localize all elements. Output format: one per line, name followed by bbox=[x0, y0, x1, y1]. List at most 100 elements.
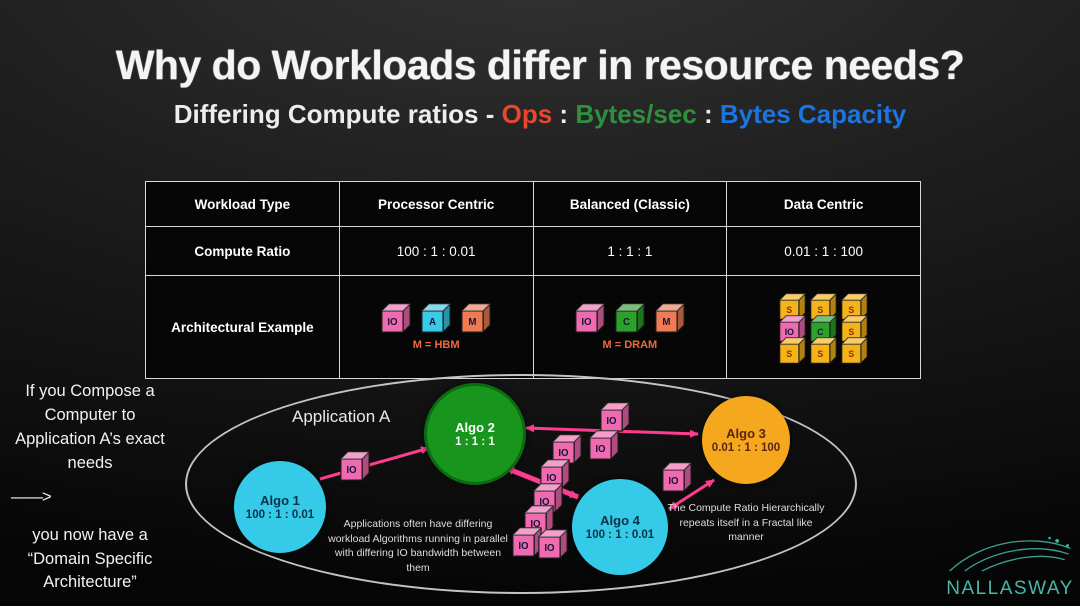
balanced-cubes: IO C M bbox=[536, 303, 725, 333]
io-cube-icon: IO bbox=[779, 314, 806, 342]
algo3-ratio: 0.01 : 1 : 100 bbox=[711, 442, 781, 454]
storage-cube-icon: S bbox=[779, 292, 806, 320]
svg-text:M: M bbox=[662, 317, 670, 328]
compute-cube-icon: C bbox=[810, 314, 837, 342]
svg-text:S: S bbox=[849, 348, 855, 358]
col-header-data-centric: Data Centric bbox=[726, 181, 921, 227]
subtitle-bytes-sec: Bytes/sec bbox=[575, 99, 697, 129]
storage-cube-icon: S bbox=[841, 314, 868, 342]
diagram-note-fractal: The Compute Ratio Hierarchically repeats… bbox=[667, 502, 825, 544]
storage-cube-icon: S bbox=[810, 336, 837, 364]
svg-text:IO: IO bbox=[346, 465, 357, 476]
nallasway-swoosh-icon bbox=[949, 536, 1071, 572]
cube-grid-row: S S S bbox=[779, 336, 868, 364]
memory-cube-icon: M bbox=[461, 303, 491, 333]
algo3-node: Algo 3 0.01 : 1 : 100 bbox=[702, 396, 790, 484]
algo4-ratio: 100 : 1 : 0.01 bbox=[585, 529, 655, 541]
subtitle-prefix: Differing Compute ratios - bbox=[173, 99, 502, 129]
memory-cube-icon: M bbox=[655, 303, 685, 333]
svg-text:S: S bbox=[818, 348, 824, 358]
algo2-ratio: 1 : 1 : 1 bbox=[455, 436, 495, 448]
algo2-name: Algo 2 bbox=[455, 420, 495, 435]
svg-text:C: C bbox=[623, 317, 630, 328]
svg-text:S: S bbox=[849, 326, 855, 336]
svg-text:S: S bbox=[787, 348, 793, 358]
subtitle-ops: Ops bbox=[501, 99, 553, 129]
table-header-row: Workload Type Processor Centric Balanced… bbox=[145, 181, 921, 227]
algo4-node: Algo 4 100 : 1 : 0.01 bbox=[572, 479, 668, 575]
svg-text:IO: IO bbox=[546, 473, 557, 484]
algo1-name: Algo 1 bbox=[260, 493, 300, 508]
algo4-name: Algo 4 bbox=[600, 513, 640, 528]
subtitle-sep1: : bbox=[552, 99, 576, 129]
io-cube-icon: IO bbox=[552, 434, 582, 464]
subtitle-bytes-capacity: Bytes Capacity bbox=[719, 99, 907, 129]
workload-table: Workload Type Processor Centric Balanced… bbox=[145, 181, 921, 379]
svg-text:IO: IO bbox=[530, 519, 541, 530]
compose-note-arrow: ——> bbox=[11, 487, 52, 506]
architectural-example-row: Architectural Example IO A M M = HBM IO … bbox=[145, 275, 921, 379]
row-label-architectural-example: Architectural Example bbox=[145, 275, 340, 379]
col-header-processor-centric: Processor Centric bbox=[338, 181, 534, 227]
nallasway-wordmark: NALLASWAY bbox=[946, 578, 1074, 599]
storage-cube-icon: S bbox=[810, 292, 837, 320]
io-cube-icon: IO bbox=[381, 303, 411, 333]
compose-note-line2: you now have a “Domain Specific Architec… bbox=[27, 525, 153, 592]
svg-text:IO: IO bbox=[595, 444, 606, 455]
compute-ratio-row: Compute Ratio 100 : 1 : 0.01 1 : 1 : 1 0… bbox=[145, 226, 921, 276]
storage-cube-icon: S bbox=[841, 292, 868, 320]
svg-text:IO: IO bbox=[539, 497, 550, 508]
ratio-data-centric: 0.01 : 1 : 100 bbox=[726, 226, 921, 276]
page-subtitle: Differing Compute ratios - Ops : Bytes/s… bbox=[0, 99, 1080, 130]
memory-type-caption-hbm: M = HBM bbox=[412, 339, 460, 351]
svg-text:S: S bbox=[787, 304, 793, 314]
nallasway-logo: NALLASWAY bbox=[944, 533, 1076, 600]
compose-note-line1: If you Compose a Computer to Application… bbox=[15, 382, 165, 472]
io-cube-icon: IO bbox=[600, 402, 630, 432]
page-title: Why do Workloads differ in resource need… bbox=[115, 42, 965, 88]
ratio-balanced: 1 : 1 : 1 bbox=[532, 226, 728, 276]
svg-text:IO: IO bbox=[544, 543, 555, 554]
svg-text:IO: IO bbox=[581, 317, 592, 328]
svg-text:M: M bbox=[469, 317, 477, 328]
io-cube-icon: IO bbox=[512, 527, 542, 557]
processor-centric-cubes: IO A M bbox=[342, 303, 531, 333]
io-cube-icon: IO bbox=[533, 483, 563, 513]
arch-data-centric-cell: S S S IO C S S S S bbox=[726, 275, 921, 379]
algo3-name: Algo 3 bbox=[726, 426, 766, 441]
storage-cube-icon: S bbox=[779, 336, 806, 364]
cube-grid-row: S S S bbox=[779, 292, 868, 320]
memory-type-caption-dram: M = DRAM bbox=[602, 339, 658, 351]
cube-grid-row: IO C S bbox=[779, 314, 868, 342]
subtitle-sep2: : bbox=[696, 99, 720, 129]
svg-text:IO: IO bbox=[518, 541, 529, 552]
ratio-processor-centric: 100 : 1 : 0.01 bbox=[338, 226, 534, 276]
io-cube-icon: IO bbox=[538, 529, 568, 559]
application-label: Application A bbox=[292, 407, 391, 426]
io-cube-icon: IO bbox=[524, 505, 554, 535]
svg-text:IO: IO bbox=[785, 326, 794, 336]
svg-text:S: S bbox=[849, 304, 855, 314]
algo2-node: Algo 2 1 : 1 : 1 bbox=[424, 383, 526, 485]
diagram-note-parallel: Applications often have differing worklo… bbox=[328, 518, 508, 575]
arch-processor-centric-cell: IO A M M = HBM bbox=[338, 275, 534, 379]
svg-text:C: C bbox=[817, 326, 824, 336]
svg-text:IO: IO bbox=[387, 317, 398, 328]
io-cube-icon: IO bbox=[540, 459, 570, 489]
compose-note: If you Compose a Computer to Application… bbox=[5, 380, 175, 605]
io-cube-icon: IO bbox=[575, 303, 605, 333]
storage-cube-icon: S bbox=[841, 336, 868, 364]
svg-text:S: S bbox=[818, 304, 824, 314]
col-header-workload-type: Workload Type bbox=[145, 181, 340, 227]
accelerator-cube-icon: A bbox=[421, 303, 451, 333]
svg-text:IO: IO bbox=[558, 448, 569, 459]
row-label-compute-ratio: Compute Ratio bbox=[145, 226, 340, 276]
svg-text:IO: IO bbox=[606, 416, 617, 427]
io-cube-icon: IO bbox=[589, 430, 619, 460]
data-centric-cubes: S S S IO C S S S S bbox=[729, 291, 918, 364]
svg-text:A: A bbox=[429, 317, 436, 328]
io-cube-icon: IO bbox=[340, 451, 370, 481]
svg-text:IO: IO bbox=[668, 476, 679, 487]
arch-balanced-cell: IO C M M = DRAM bbox=[532, 275, 728, 379]
application-boundary-ellipse bbox=[185, 374, 857, 594]
